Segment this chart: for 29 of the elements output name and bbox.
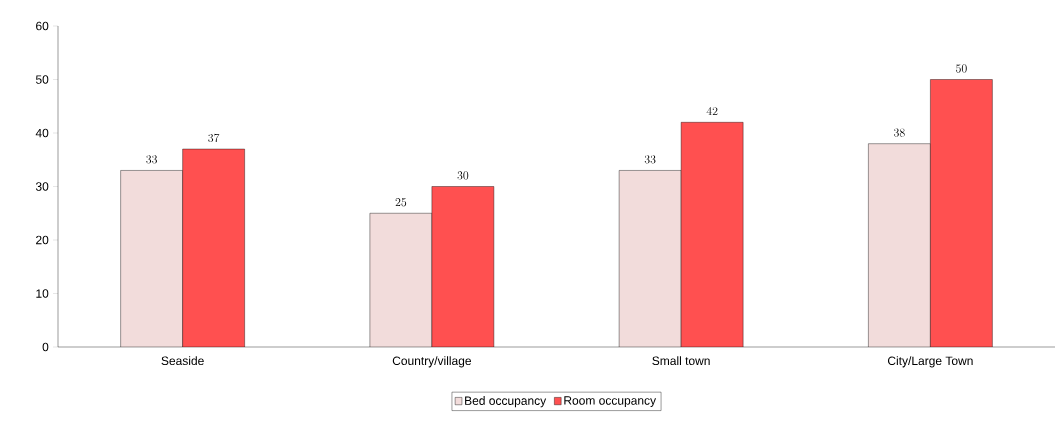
data-label: 50 bbox=[956, 64, 967, 73]
data-label: 37 bbox=[208, 133, 220, 143]
data-label: 42 bbox=[706, 107, 718, 116]
bar bbox=[369, 213, 432, 347]
y-tick-label: 20 bbox=[36, 235, 49, 245]
x-tick-label: Country/village bbox=[392, 356, 472, 368]
x-tick-label: City/Large Town bbox=[887, 356, 973, 368]
bar bbox=[619, 170, 682, 347]
legend-label: Room occupancy bbox=[564, 396, 657, 408]
data-label: 38 bbox=[894, 128, 905, 137]
y-tick-label: 0 bbox=[42, 342, 49, 352]
x-tick-label: Seaside bbox=[161, 356, 204, 366]
bar bbox=[930, 79, 993, 347]
y-tick-label: 30 bbox=[35, 182, 49, 191]
y-tick-label: 40 bbox=[35, 128, 49, 138]
x-tick-label: Small town bbox=[652, 356, 710, 366]
data-label: 25 bbox=[395, 198, 407, 207]
bar bbox=[182, 149, 245, 347]
data-label: 33 bbox=[644, 155, 656, 164]
bar bbox=[431, 186, 494, 347]
data-label: 30 bbox=[457, 171, 469, 180]
bar bbox=[681, 122, 744, 347]
data-label: 33 bbox=[146, 155, 157, 164]
y-tick-label: 60 bbox=[36, 21, 49, 31]
y-tick-label: 10 bbox=[36, 289, 49, 298]
bar bbox=[120, 170, 183, 347]
legend-label: Bed occupancy bbox=[465, 396, 547, 408]
y-tick-label: 50 bbox=[35, 75, 49, 84]
bar bbox=[868, 143, 931, 347]
